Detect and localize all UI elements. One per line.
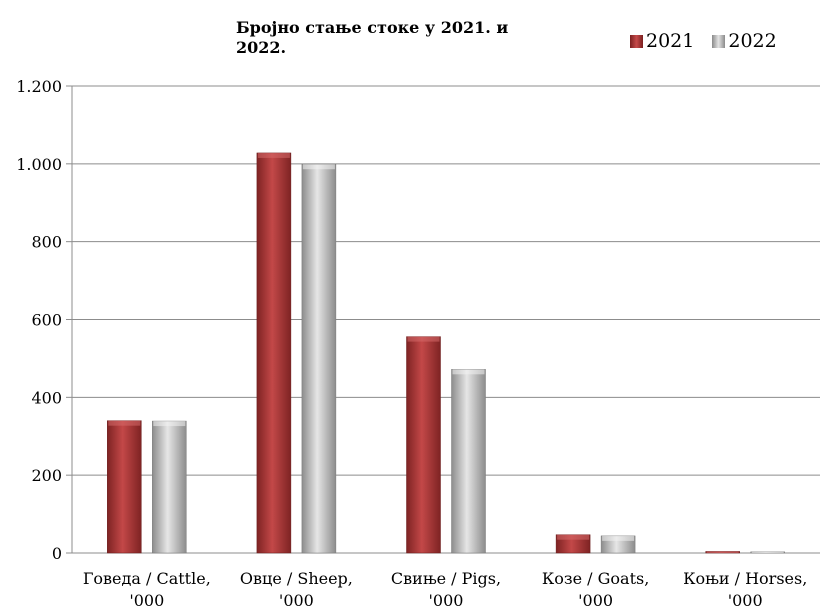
legend-swatch-2022 — [712, 34, 726, 48]
legend-swatch-2021 — [630, 34, 643, 48]
x-tick-label: Свиње / Pigs, — [391, 569, 501, 588]
bar-2021-1 — [256, 152, 292, 554]
x-tick-label: '000 — [129, 591, 164, 610]
y-tick-label: 800 — [31, 233, 62, 252]
bar-cap-2022-4 — [751, 551, 784, 553]
y-tick-label: 600 — [31, 311, 62, 330]
chart-legend: 2021 2022 — [630, 30, 777, 52]
bar-cap-2022-0 — [153, 421, 186, 427]
bar-2021-0 — [107, 420, 142, 554]
legend-item-2021: 2021 — [630, 30, 694, 52]
bar-cap-2021-1 — [257, 152, 290, 158]
chart-title: Бројно стање стоке у 2021. и 2022. — [236, 18, 556, 58]
bar-2022-0 — [152, 420, 187, 554]
grid-lines — [72, 85, 820, 476]
x-tick-labels: Говеда / Cattle, '000 Овце / Sheep, '000 Сви… — [83, 569, 807, 610]
bar-cap-2022-1 — [302, 164, 335, 170]
legend-item-2022: 2022 — [712, 30, 777, 52]
bar-cap-2022-3 — [602, 535, 635, 541]
x-tick-label: '000 — [728, 591, 763, 610]
y-tick-label: 200 — [31, 466, 62, 485]
bar-2021-2 — [406, 336, 441, 554]
x-tick-label: Коњи / Horses, — [683, 569, 807, 588]
legend-label-2022: 2022 — [728, 30, 777, 52]
x-tick-label: '000 — [279, 591, 314, 610]
chart-title-line-1: Бројно стање стоке у 2021. и — [236, 18, 509, 37]
bar-2022-1 — [301, 163, 337, 554]
bar-cap-2021-2 — [407, 336, 440, 342]
bar-cap-2022-2 — [452, 369, 485, 375]
bar-cap-2021-4 — [706, 551, 739, 553]
legend-label-2021: 2021 — [646, 30, 695, 52]
bar-cap-2021-3 — [557, 534, 590, 540]
y-tick-labels: 0 200 400 600 800 1.000 1.200 — [16, 77, 62, 563]
y-tick-label: 0 — [52, 544, 62, 563]
y-tick-label: 1.200 — [16, 77, 62, 96]
y-tick-label: 1.000 — [16, 155, 62, 174]
x-tick-label: Говеда / Cattle, — [83, 569, 211, 588]
y-tick-label: 400 — [31, 388, 62, 407]
x-tick-label: '000 — [578, 591, 613, 610]
x-tick-label: '000 — [429, 591, 464, 610]
x-tick-label: Козе / Goats, — [542, 569, 649, 588]
chart-title-line-2: 2022. — [236, 38, 287, 57]
axes — [66, 85, 820, 554]
bars — [107, 152, 785, 554]
bar-2022-2 — [451, 369, 486, 554]
x-tick-label: Овце / Sheep, — [240, 569, 353, 588]
bar-cap-2021-0 — [108, 420, 141, 426]
